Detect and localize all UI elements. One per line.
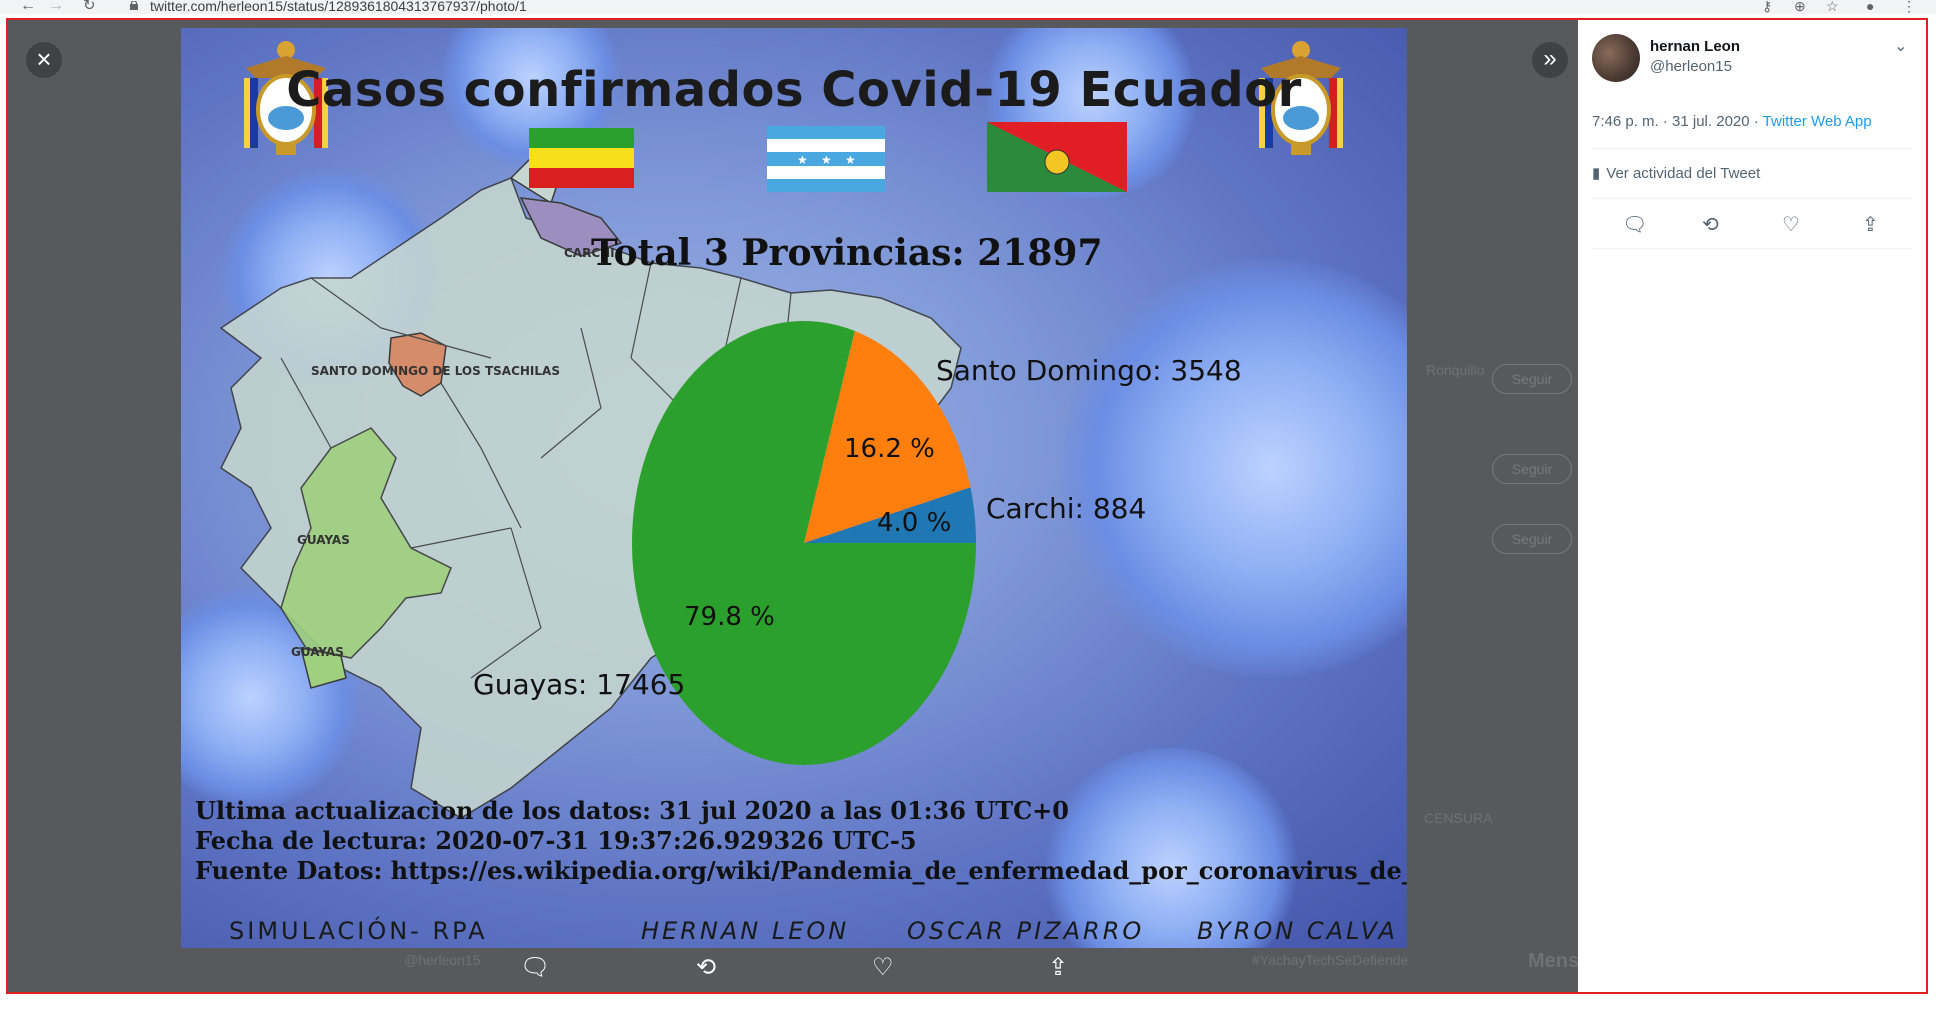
forward-arrow-icon[interactable]: → [48, 0, 64, 14]
ghost-follow-button: Seguir [1492, 454, 1572, 484]
bar-chart-icon: ▮ [1592, 165, 1601, 182]
tweet-source-link[interactable]: Twitter Web App [1762, 113, 1872, 130]
share-icon: ⇪ [1862, 214, 1879, 236]
slice-percent-guayas: 79.8 % [684, 602, 775, 632]
reply-button[interactable]: 🗨 [520, 955, 550, 981]
divider [1592, 198, 1912, 199]
lock-icon [130, 1, 138, 10]
ecuador-coat-of-arms-right [1259, 41, 1343, 155]
slice-label-santo-domingo: Santo Domingo: 3548 [936, 354, 1242, 387]
chevron-down-icon[interactable]: ⌄ [1894, 38, 1908, 55]
tweet-activity-link[interactable]: ▮ Ver actividad del Tweet [1592, 164, 1760, 182]
tweet-meta: 7:46 p. m. · 31 jul. 2020 · Twitter Web … [1592, 113, 1872, 130]
credit-oscar-pizarro: OSCAR PIZARRO [907, 917, 1145, 945]
reload-icon[interactable]: ↻ [83, 0, 96, 14]
credit-byron-calva: BYRON CALVA [1197, 917, 1398, 945]
back-arrow-icon[interactable]: ← [20, 0, 36, 14]
pie-slice-santo-domingo [804, 330, 971, 543]
panel-retweet-button[interactable]: ⟲ [1702, 212, 1719, 237]
panel-reply-button[interactable]: 🗨 [1622, 212, 1647, 237]
ghost-text: @herleon15 [404, 952, 481, 968]
retweet-button[interactable]: ⟲ [696, 955, 716, 981]
user-handle[interactable]: @herleon15 [1650, 58, 1732, 75]
svg-text:★: ★ [845, 153, 856, 167]
photo-title: Casos confirmados Covid-19 Ecuador [286, 62, 1302, 118]
close-button[interactable]: × [26, 42, 62, 78]
ghost-text: Ronquillo [1426, 362, 1485, 378]
santo-domingo-flag [987, 122, 1127, 192]
key-icon[interactable]: ⚷ [1762, 0, 1773, 14]
photo-viewer-overlay[interactable]: Ronquillo Seguir Seguir Seguir CENSURA #… [8, 20, 1580, 992]
ghost-text: Mens [1528, 950, 1580, 972]
like-icon: ♡ [872, 954, 894, 981]
browser-toolbar: ← → ↻ twitter.com/herleon15/status/12893… [0, 0, 1936, 14]
map-label-carchi: CARCHI [564, 246, 615, 260]
retweet-icon: ⟲ [1702, 214, 1719, 236]
map-label-guayas: GUAYAS [291, 645, 344, 659]
total-label: Total 3 Provincias: 21897 [591, 232, 1103, 274]
info-line-read: Fecha de lectura: 2020-07-31 19:37:26.92… [195, 826, 917, 855]
profile-icon[interactable]: ● [1866, 0, 1875, 14]
tweet-panel: hernan Leon @herleon15 ⌄ 7:46 p. m. · 31… [1578, 20, 1926, 992]
menu-dots-icon[interactable]: ⋮ [1902, 0, 1916, 14]
pie-slice-carchi [804, 487, 976, 543]
slice-label-carchi: Carchi: 884 [986, 492, 1147, 525]
activity-label: Ver actividad del Tweet [1606, 165, 1761, 182]
info-line-source: Fuente Datos: https://es.wikipedia.org/w… [195, 856, 1407, 885]
slice-label-guayas: Guayas: 17465 [473, 668, 686, 701]
ecuador-coat-of-arms-left [244, 41, 328, 155]
svg-text:★: ★ [797, 153, 808, 167]
map-label-santo-domingo: SANTO DOMINGO DE LOS TSACHILAS [311, 364, 560, 378]
map-label-guayas: GUAYAS [297, 533, 350, 547]
pie-slice-guayas [632, 321, 976, 765]
close-icon: × [36, 44, 52, 74]
double-chevron-right-icon: » [1543, 45, 1557, 72]
like-icon: ♡ [1782, 214, 1800, 236]
address-bar-url[interactable]: twitter.com/herleon15/status/12893618043… [150, 0, 527, 14]
panel-share-button[interactable]: ⇪ [1862, 212, 1879, 237]
avatar[interactable] [1592, 34, 1640, 82]
browser-viewport: Ronquillo Seguir Seguir Seguir CENSURA #… [6, 18, 1928, 994]
ghost-text: CENSURA [1424, 810, 1493, 826]
ghost-follow-button: Seguir [1492, 364, 1572, 394]
like-button[interactable]: ♡ [872, 955, 894, 981]
divider [1592, 248, 1912, 249]
retweet-icon: ⟲ [696, 954, 717, 981]
svg-text:★: ★ [821, 153, 832, 167]
share-icon: ⇪ [1048, 954, 1069, 981]
ghost-text: #YachayTechSeDefiende [1252, 952, 1409, 968]
tweet-timestamp[interactable]: 7:46 p. m. · 31 jul. 2020 · [1592, 113, 1759, 130]
reply-icon: 🗨 [520, 954, 551, 981]
slice-percent-carchi: 4.0 % [877, 508, 952, 538]
slice-percent-santo-domingo: 16.2 % [844, 434, 935, 464]
tweet-photo: ★ ★ ★ Casos confirmados Covid-19 Ecuador… [181, 28, 1407, 948]
panel-like-button[interactable]: ♡ [1782, 212, 1800, 237]
reply-icon: 🗨 [1622, 214, 1648, 236]
zoom-icon[interactable]: ⊕ [1794, 0, 1806, 14]
carchi-flag [529, 128, 634, 188]
info-line-update: Ultima actualizacion de los datos: 31 ju… [195, 796, 1069, 825]
credit-simulacion: SIMULACIÓN- RPA [229, 917, 488, 945]
share-button[interactable]: ⇪ [1048, 955, 1068, 981]
ghost-follow-button: Seguir [1492, 524, 1572, 554]
credit-hernan-leon: HERNAN LEON [641, 917, 850, 945]
user-name[interactable]: hernan Leon [1650, 38, 1741, 55]
guayas-flag: ★ ★ ★ [767, 126, 885, 192]
expand-panel-button[interactable]: » [1532, 42, 1568, 78]
divider [1592, 148, 1912, 149]
pie-chart [632, 321, 976, 765]
star-icon[interactable]: ☆ [1826, 0, 1839, 14]
virus-decoration [1061, 258, 1407, 678]
virus-decoration [1041, 748, 1301, 948]
